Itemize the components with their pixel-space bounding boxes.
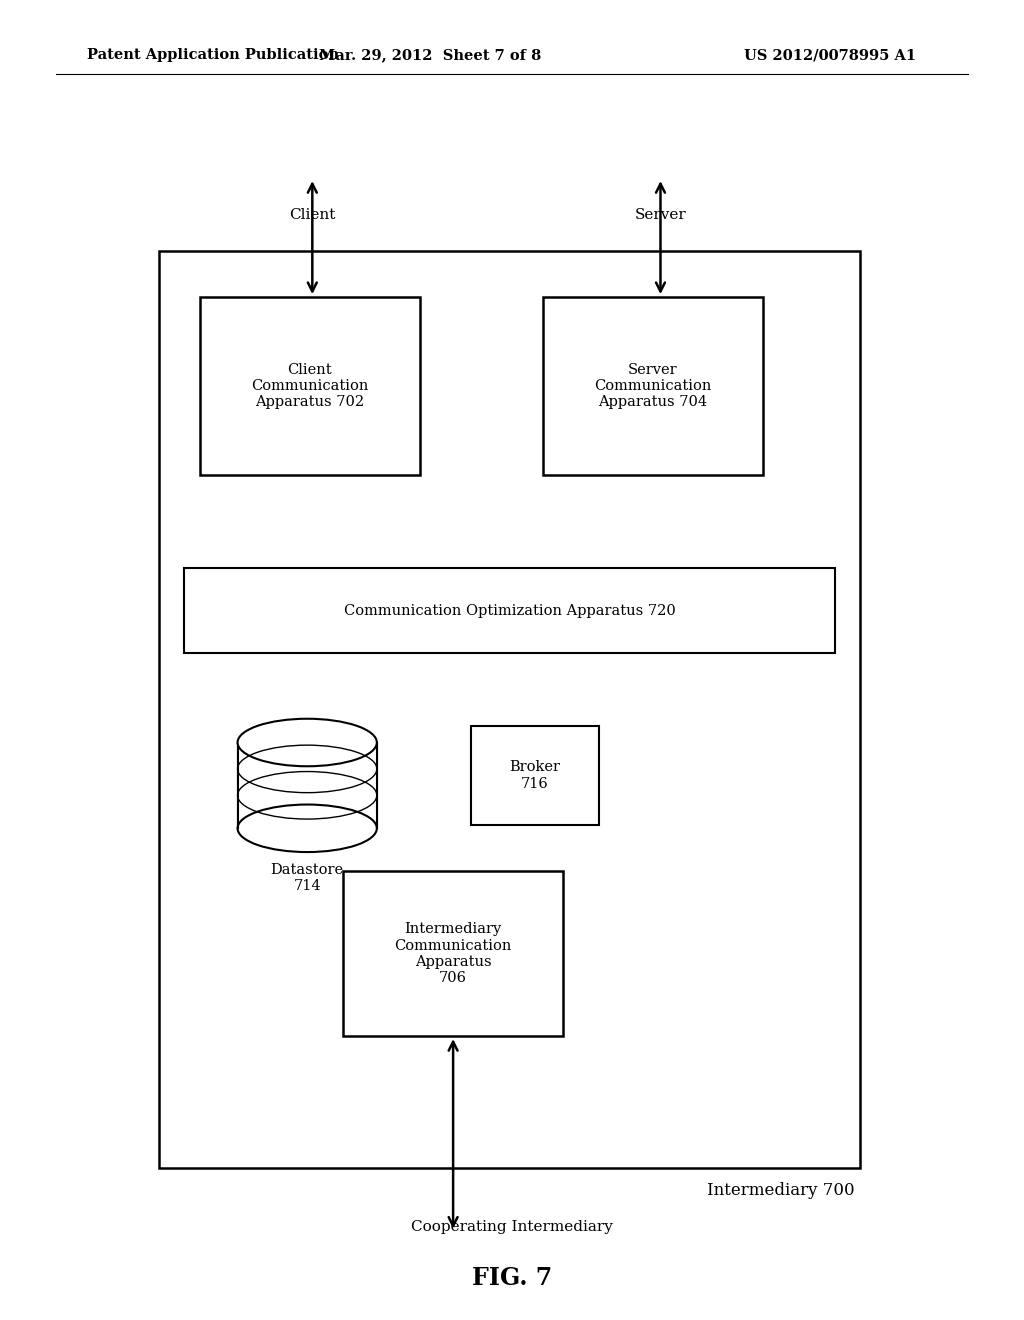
Ellipse shape	[238, 718, 377, 766]
Text: Mar. 29, 2012  Sheet 7 of 8: Mar. 29, 2012 Sheet 7 of 8	[318, 49, 542, 62]
Text: Cooperating Intermediary: Cooperating Intermediary	[411, 1220, 613, 1234]
Text: FIG. 7: FIG. 7	[472, 1266, 552, 1290]
Bar	[159, 251, 860, 1168]
Text: Broker
716: Broker 716	[510, 760, 560, 791]
Bar	[471, 726, 599, 825]
Text: Server: Server	[635, 207, 686, 222]
Text: Client: Client	[289, 207, 336, 222]
Text: Client
Communication
Apparatus 702: Client Communication Apparatus 702	[251, 363, 369, 409]
Text: Datastore
714: Datastore 714	[270, 863, 344, 892]
Bar	[343, 871, 563, 1036]
Text: Patent Application Publication: Patent Application Publication	[87, 49, 339, 62]
Text: Intermediary 700: Intermediary 700	[708, 1183, 855, 1199]
Bar	[543, 297, 763, 475]
Text: US 2012/0078995 A1: US 2012/0078995 A1	[744, 49, 916, 62]
Bar	[238, 742, 377, 829]
Bar	[184, 568, 835, 653]
Bar	[200, 297, 420, 475]
Text: Communication Optimization Apparatus 720: Communication Optimization Apparatus 720	[344, 603, 675, 618]
Text: Intermediary
Communication
Apparatus
706: Intermediary Communication Apparatus 706	[394, 923, 512, 985]
Text: Server
Communication
Apparatus 704: Server Communication Apparatus 704	[594, 363, 712, 409]
Ellipse shape	[238, 804, 377, 853]
